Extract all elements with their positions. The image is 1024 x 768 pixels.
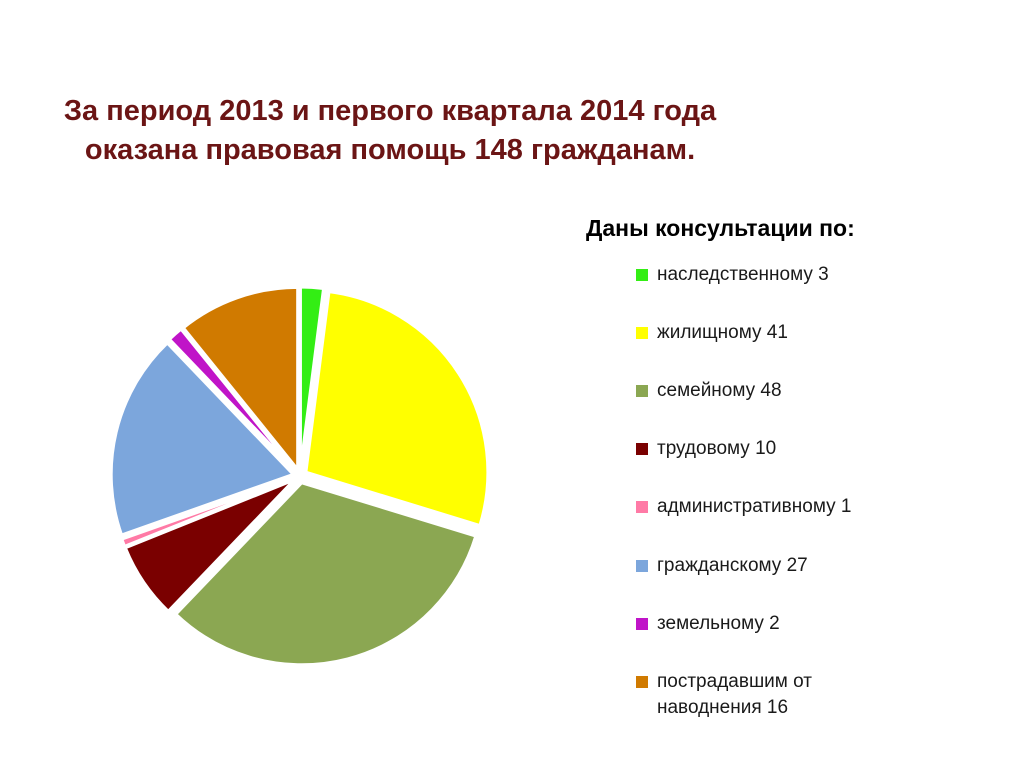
pie-slice-2	[174, 481, 478, 667]
legend-swatch	[636, 385, 648, 397]
legend-label: жилищному 41	[657, 322, 788, 343]
pie-slice-5	[109, 341, 295, 537]
legend-item: пострадавшим от наводнения 16	[636, 669, 857, 721]
legend-swatch	[636, 443, 648, 455]
legend-swatch	[636, 327, 648, 339]
legend-label: семейному 48	[657, 380, 782, 401]
legend-swatch	[636, 560, 648, 572]
legend-swatch	[636, 676, 648, 688]
legend-swatch	[636, 269, 648, 281]
legend-item: наследственному 3	[636, 262, 857, 288]
legend-item: семейному 48	[636, 378, 857, 404]
pie-slice-7	[181, 285, 300, 471]
legend-item: земельному 2	[636, 611, 857, 637]
legend-item: жилищному 41	[636, 320, 857, 346]
pie-slice-3	[123, 478, 296, 613]
legend-swatch	[636, 618, 648, 630]
legend-title: Даны консультации по:	[586, 215, 855, 241]
legend-label: наследственному 3	[657, 264, 829, 285]
pie-slice-6	[167, 327, 297, 473]
legend-item: трудовому 10	[636, 436, 857, 462]
pie-slice-1	[304, 290, 490, 527]
pie-slice-0	[298, 285, 326, 471]
pie-slice-4	[120, 476, 295, 548]
legend-item: административному 1	[636, 494, 857, 520]
legend-label: трудовому 10	[657, 438, 777, 459]
legend-label: пострадавшим от наводнения 16	[657, 671, 812, 718]
legend-item: гражданскому 27	[636, 553, 857, 579]
legend-swatch	[636, 501, 648, 513]
legend-label: земельному 2	[657, 613, 780, 634]
chart-title: За период 2013 и первого квартала 2014 г…	[63, 95, 717, 166]
legend-label: административному 1	[657, 496, 852, 517]
legend-label: гражданскому 27	[657, 555, 808, 576]
